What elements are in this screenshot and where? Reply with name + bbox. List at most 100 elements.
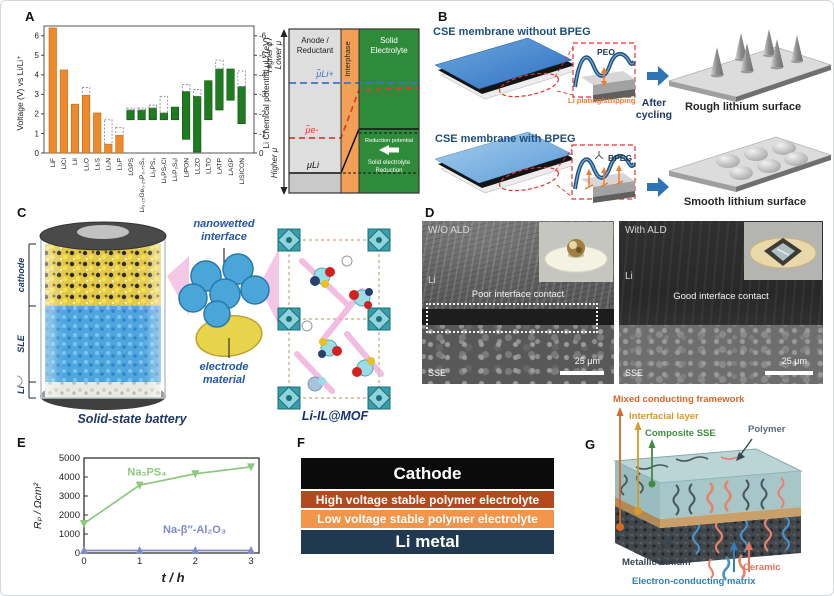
se-reduction-note-2: Reduction (375, 168, 402, 174)
sem1-li-label: Li (428, 275, 436, 286)
svg-text:-2: -2 (259, 110, 267, 119)
lithium-cones (710, 29, 803, 78)
sem2-tag: With ALD (625, 225, 667, 236)
panel-f-label: F (297, 435, 305, 450)
inset2-slab-top (581, 173, 635, 187)
svg-text:LISICON: LISICON (239, 158, 246, 185)
e-plot-area: 0 1000 2000 3000 4000 5000 0 1 2 3 Na₃PS₄ Na-β″-Al₂… (59, 453, 260, 567)
nanowetted-line1: nanowetted (193, 218, 255, 230)
after-cycling-arrow-2-icon (647, 177, 669, 197)
interfacial-layer-right (660, 507, 801, 528)
svg-text:3: 3 (248, 556, 253, 567)
sle-layer-label: SLE (17, 334, 26, 353)
electrode-material-label: electrode material (161, 361, 287, 386)
coin-cell-photo-with-ald (744, 222, 822, 280)
svg-text:3000: 3000 (59, 491, 80, 502)
svg-text:1: 1 (137, 556, 142, 567)
sem1-sse-label: SSE (428, 368, 447, 378)
electrolyte-particle-2 (222, 253, 254, 285)
axis-arrow-down-icon (280, 187, 288, 195)
stack-lv-label: Low voltage stable polymer electrolyte (317, 512, 538, 526)
electrode-line2: material (202, 373, 246, 386)
sem1-scale-bar (560, 371, 604, 375)
lithium-domes (716, 141, 808, 180)
poor-contact-outline (426, 303, 598, 333)
svg-text:2000: 2000 (59, 510, 80, 521)
mof-guest-molecules (17, 255, 375, 392)
inset2-slab-front (593, 181, 635, 197)
plating-arrow-up-icon (601, 67, 607, 73)
panel-e-label: E (17, 435, 26, 450)
stack-cathode-label: Cathode (393, 463, 462, 483)
electrolyte-particle-3 (178, 283, 208, 313)
svg-text:-6: -6 (259, 32, 267, 41)
svg-text:0: 0 (259, 149, 264, 158)
bpeg-membrane-schematic (434, 29, 833, 203)
svg-text:LiCl: LiCl (61, 157, 68, 169)
svg-text:4: 4 (35, 71, 40, 80)
svg-text:2: 2 (35, 110, 40, 119)
bottom-block-squiggles (691, 516, 791, 581)
sem1-tag: W/O ALD (428, 225, 470, 236)
svg-text:Li₃.₂₅Ge₀.₂₅P₀.₇₅S₄: Li₃.₂₅Ge₀.₂₅P₀.₇₅S₄ (139, 158, 146, 213)
a-left-axis-title: Voltage (V) vs Li/Li⁺ (15, 55, 25, 131)
smooth-surface-caption: Smooth lithium surface (683, 196, 807, 208)
zoom-circle-2 (498, 166, 560, 192)
panel-g-label: G (585, 437, 596, 452)
svg-text:Li₃N: Li₃N (106, 158, 113, 171)
sem2-scale-text: 25 μm (781, 356, 807, 366)
svg-text:Li₃PS₄: Li₃PS₄ (150, 158, 157, 178)
svg-text:5: 5 (35, 51, 40, 60)
axis-top-label-2: Lower μ (274, 40, 283, 69)
lithium-block-right (660, 516, 801, 565)
e-x-axis-title: t / h (161, 570, 184, 585)
plate1-edge-left (669, 81, 736, 102)
sem1-gap-crack (422, 309, 614, 325)
svg-text:LiI: LiI (72, 158, 79, 165)
plating-arrow-down-icon (601, 81, 607, 87)
svg-text:Li₆PS₅Cl: Li₆PS₅Cl (161, 157, 168, 183)
panel-a-label: A (25, 9, 35, 24)
g-ceramic-label: Ceramic (743, 562, 781, 573)
battery-caption: Solid-state battery (77, 412, 187, 426)
svg-text:-1: -1 (259, 129, 267, 138)
bpeg-ribbon-inner (574, 155, 635, 190)
stack-li-label: Li metal (395, 532, 460, 551)
bpeg-inset (571, 144, 636, 203)
anode-title-1: Anode / (301, 36, 329, 45)
anode-column (289, 29, 341, 193)
glass-wall (40, 235, 166, 399)
peo-ribbon-inner (574, 53, 635, 88)
sem2-note: Good interface contact (673, 291, 769, 302)
cathode-layer-label: cathode (17, 258, 26, 293)
solid-electrolyte-column (359, 29, 419, 193)
cell-stack-diagram: Cathode High voltage stable polymer elec… (301, 458, 554, 556)
svg-text:Na-β″-Al₂O₃: Na-β″-Al₂O₃ (163, 524, 226, 536)
e-y-axis-title: Rₚ / Ωcm² (32, 482, 44, 529)
panel-b-label: B (438, 9, 448, 24)
sem1-note: Poor interface contact (471, 289, 565, 300)
inset1-slab-top (581, 71, 635, 85)
interphase-title: Interphase (343, 41, 352, 76)
svg-text:3: 3 (35, 90, 40, 99)
svg-text:-5: -5 (259, 51, 267, 60)
svg-text:LLZO: LLZO (194, 158, 201, 175)
mof-caption: Li-IL@MOF (301, 409, 369, 423)
after-cycling-label: After cycling (635, 97, 673, 122)
composite-sse-3d-schematic (613, 407, 803, 581)
mof-grid (285, 236, 383, 401)
plate1-edge-right (736, 65, 831, 102)
bpeg-label: BPEG (608, 153, 633, 163)
g-polymer-label: Polymer (748, 424, 786, 435)
membrane1-cse-layer (434, 37, 573, 90)
sem1-scale-text: 25 μm (574, 356, 600, 366)
svg-text:-4: -4 (259, 71, 267, 80)
sem2-li-label: Li (625, 271, 633, 282)
li-plating-label: Li plating/stripping (568, 96, 636, 105)
coin-cell-photo-without-ald (539, 222, 613, 282)
zoom-line-1a (554, 46, 574, 78)
axis-arrow-up-icon (280, 29, 288, 37)
svg-text:LiF: LiF (50, 158, 57, 167)
rough-surface-plate (667, 29, 833, 102)
svg-text:Li₂O: Li₂O (83, 158, 90, 171)
